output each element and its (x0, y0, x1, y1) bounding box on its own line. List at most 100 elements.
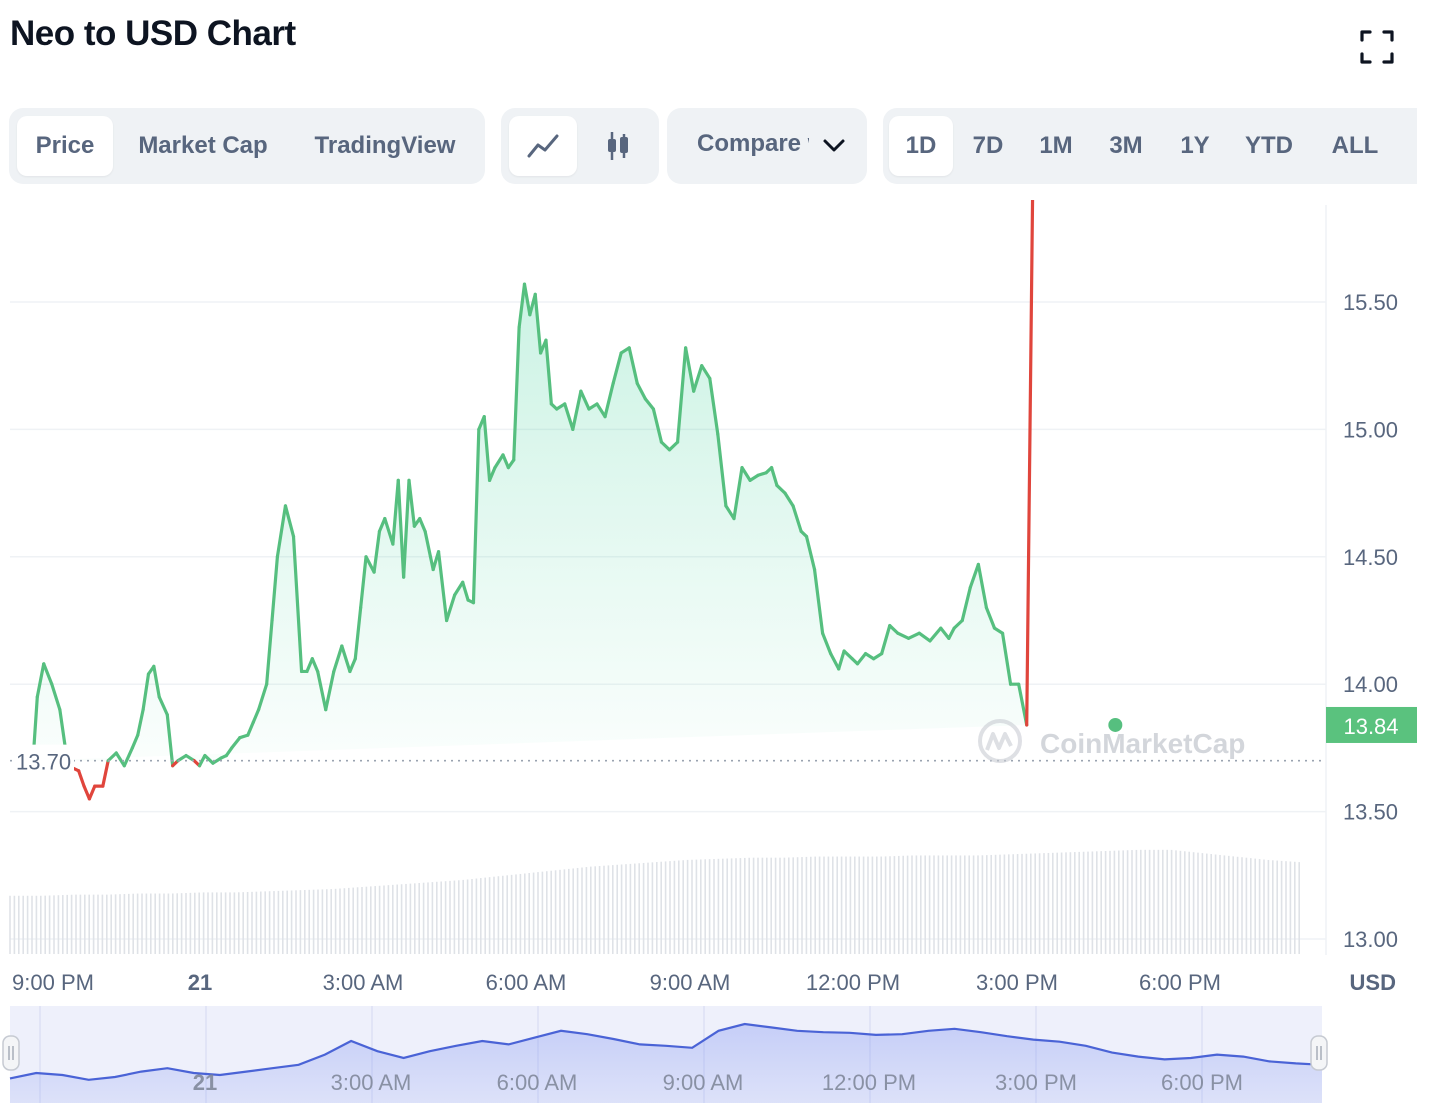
price-line-up (372, 529, 382, 574)
current-price-dot (1108, 717, 1123, 732)
price-line-up (533, 292, 543, 355)
price-line-up (775, 483, 787, 495)
price-line-up (667, 440, 680, 452)
watermark-text: CoinMarketCap (1040, 728, 1245, 759)
price-line-up (165, 713, 175, 768)
price-area (33, 284, 1027, 761)
price-line-up (888, 623, 900, 635)
price-line-up (732, 466, 744, 521)
price-line-up (35, 662, 46, 699)
price-line-up (353, 606, 363, 661)
price-line-up (812, 567, 825, 635)
coinmarketcap-logo (978, 719, 1022, 763)
price-line-up (157, 695, 169, 717)
price-line-up (603, 381, 615, 419)
line-chart-button[interactable] (509, 116, 577, 176)
price-line-down (77, 769, 86, 788)
price-line-up (708, 376, 720, 437)
price-line-up (675, 346, 688, 444)
price-line-up (106, 751, 118, 763)
price-line-up (50, 682, 62, 712)
tab-market-cap[interactable]: Market Cap (138, 132, 268, 159)
range-7d[interactable]: 7D (972, 132, 1004, 159)
price-line-down (1025, 200, 1035, 727)
price-line-up (517, 282, 527, 330)
compare-dropdown[interactable]: Compare with (667, 108, 867, 184)
price-line-up (453, 580, 465, 597)
price-line-up (512, 325, 521, 462)
price-line-up (627, 346, 639, 386)
price-line-up (692, 364, 704, 393)
price-line-up (364, 555, 376, 574)
x-tick-label: 21 (188, 970, 212, 995)
price-line-up (275, 504, 288, 559)
price-line-up (42, 662, 54, 686)
x-tick-label: 3:00 AM (323, 970, 404, 995)
range-3m[interactable]: 3M (1109, 132, 1143, 159)
baseline-label: 13.70 (16, 750, 71, 775)
price-line-up (251, 708, 261, 725)
price-line-up (700, 364, 712, 381)
tab-price[interactable]: Price (17, 116, 113, 176)
price-line-up (407, 478, 416, 528)
navigator-label: 9:00 AM (663, 1070, 744, 1095)
chart-style-toggle (501, 108, 659, 184)
y-axis-unit: USD (1350, 970, 1396, 995)
price-line-up (783, 491, 795, 508)
price-line-up (501, 453, 510, 470)
current-price-label-bg (1326, 706, 1417, 743)
price-line-up (265, 618, 274, 686)
price-line-up (855, 652, 868, 666)
y-tick-label: 13.50 (1343, 800, 1398, 825)
chevron-down-icon (823, 139, 845, 152)
fullscreen-icon[interactable] (1358, 28, 1396, 66)
price-line-up (436, 550, 449, 623)
range-1y[interactable]: 1Y (1180, 132, 1210, 159)
price-line-up (820, 631, 833, 656)
price-line-up (917, 631, 932, 643)
price-line-up (563, 402, 575, 431)
price-line-up (595, 402, 607, 419)
range-all[interactable]: ALL (1331, 132, 1379, 159)
price-line-up (724, 504, 736, 521)
price-line-up (257, 682, 269, 712)
price-line-up (423, 529, 433, 559)
price-line-up (928, 626, 943, 643)
price-line-up (283, 504, 296, 539)
price-line-up (402, 478, 411, 579)
navigator-label: 12:00 PM (822, 1070, 916, 1095)
price-line-up (837, 649, 846, 671)
price-line-up (960, 585, 972, 623)
price-line-up (246, 720, 255, 737)
navigator-label: 6:00 PM (1161, 1070, 1243, 1095)
candlestick-button[interactable] (585, 116, 651, 176)
price-line-up (611, 351, 623, 386)
price-line-down (101, 759, 110, 788)
candlestick-icon (608, 132, 628, 160)
navigator-label: 3:00 AM (331, 1070, 412, 1095)
navigator-handle-left[interactable] (2, 1035, 20, 1071)
x-tick-label: 9:00 PM (12, 970, 94, 995)
price-line-up (383, 516, 395, 546)
price-line-up (130, 733, 140, 750)
y-tick-label: 13.00 (1343, 927, 1398, 952)
price-line-up (340, 644, 352, 674)
price-line-up (348, 657, 357, 674)
navigator-label: 6:00 AM (497, 1070, 578, 1095)
price-line-up (880, 623, 892, 656)
price-line-up (310, 657, 320, 674)
range-ytd[interactable]: YTD (1245, 132, 1293, 159)
price-line-up (968, 562, 980, 589)
price-line-up (122, 746, 134, 768)
price-line-up (571, 389, 583, 431)
price-line-up (493, 453, 505, 470)
navigator-line (9, 1022, 1323, 1081)
price-line-up (976, 562, 989, 610)
range-1d[interactable]: 1D (889, 116, 953, 176)
price-chart[interactable]: 15.50 15.00 14.50 14.00 13.50 13.00 13.70 13.84… (0, 200, 1448, 1103)
price-line-up (141, 672, 151, 712)
navigator-handle-right[interactable] (1310, 1035, 1328, 1071)
price-line-up (487, 466, 497, 482)
range-1m[interactable]: 1M (1039, 132, 1073, 159)
tab-tradingview[interactable]: TradingView (314, 132, 456, 159)
